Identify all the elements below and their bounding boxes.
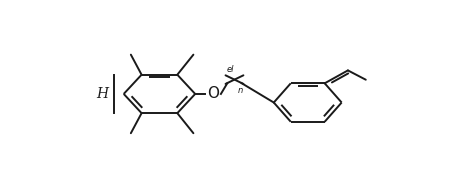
Text: H: H <box>96 87 109 101</box>
Text: O: O <box>207 86 219 101</box>
Text: el: el <box>226 65 234 74</box>
Text: n: n <box>237 86 243 95</box>
